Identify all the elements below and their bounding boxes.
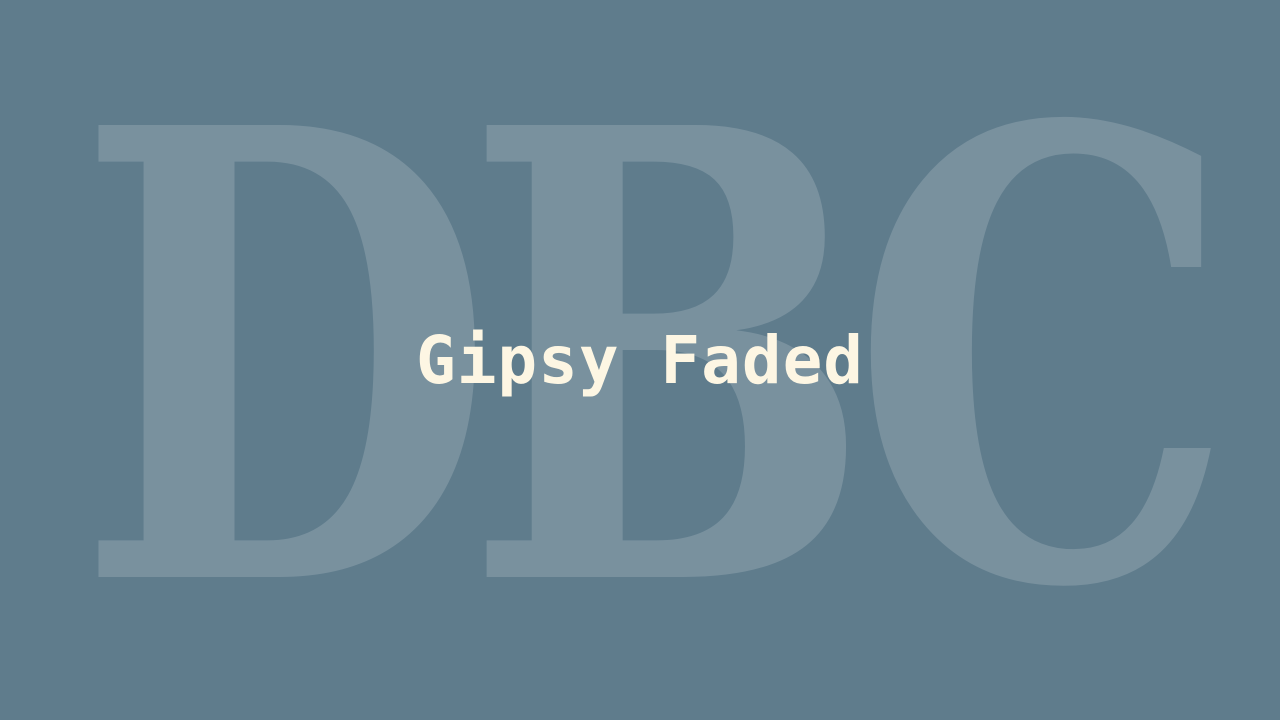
watermark-logo: DBC: [75, 0, 1236, 720]
